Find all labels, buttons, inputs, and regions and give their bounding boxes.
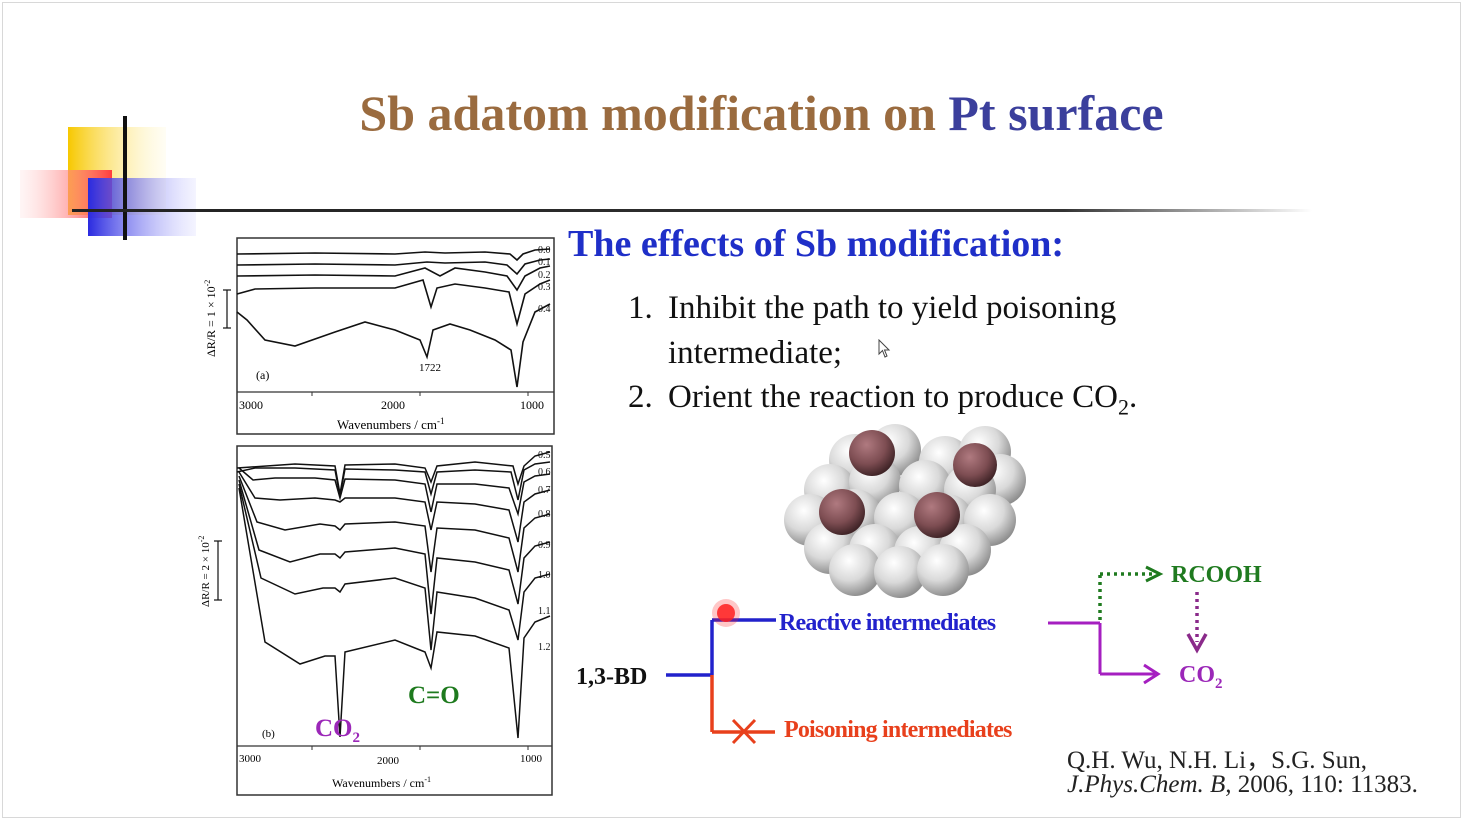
panel-a-ylabel-exp: -2 — [203, 280, 212, 287]
co2-product-sub: 2 — [1215, 676, 1223, 692]
curve-label-a-2: 0.2 — [538, 270, 551, 281]
panel-b-ylabel-exp: -2 — [197, 536, 206, 543]
blue-pathway — [666, 618, 776, 677]
sb-adatoms — [819, 430, 997, 538]
annotation-co2-text: CO — [315, 715, 353, 742]
item-2-end: . — [1128, 379, 1138, 415]
curve-label-b-3: 0.8 — [538, 509, 551, 520]
red-dot-marker-icon — [717, 604, 735, 622]
panel-b-xlabel-exp: -1 — [424, 775, 431, 784]
panel-b-ylabel-text: ΔR/R = 2 × 10 — [200, 542, 212, 607]
panel-a-xtick-1000: 1000 — [520, 398, 544, 412]
panel-a-scale-bar — [223, 289, 231, 329]
effect-item-2: 2. Orient the reaction to produce CO2. — [628, 379, 1137, 421]
panel-a-curves — [236, 248, 551, 388]
annotation-co: C=O — [408, 682, 460, 709]
panel-b-frame — [236, 445, 553, 796]
panel-b-curves — [236, 451, 551, 739]
curve-label-b-2: 0.7 — [538, 485, 551, 496]
reaction-pathway-scheme: 1,3-BD Reactive intermediates Poisoning … — [576, 562, 1262, 745]
slide-title: Sb adatom modification on Pt surface — [0, 84, 1463, 142]
curve-label-a-3: 0.3 — [538, 282, 551, 293]
curve-label-b-1: 0.6 — [538, 467, 551, 478]
panel-b-xtick-3000: 3000 — [239, 753, 262, 765]
reference-citation: J.Phys.Chem. B, 2006, 110: 11383. — [1067, 771, 1418, 799]
reactive-intermediates-label: Reactive intermediates — [779, 610, 996, 636]
cross-mark-icon — [731, 718, 757, 745]
purple-dotted-arrow — [1186, 592, 1208, 654]
poisoning-intermediates-label: Poisoning intermediates — [784, 717, 1012, 743]
panel-a-label: (a) — [256, 368, 269, 382]
panel-a-xtick-3000: 3000 — [239, 398, 263, 412]
panel-b-xtick-2000: 2000 — [377, 755, 400, 767]
panel-b-scale-bar — [214, 540, 222, 601]
panel-b-xlabel-text: Wavenumbers / cm — [332, 776, 425, 790]
panel-a-ylabel: ΔR/R = 1 × 10-2 — [203, 280, 218, 357]
panel-b-xlabel: Wavenumbers / cm-1 — [332, 775, 431, 790]
panel-b-curve-labels: 0.5 0.6 0.7 0.8 0.9 1.0 1.1 1.2 — [538, 450, 551, 653]
item-2-number: 2. — [628, 379, 653, 415]
curve-label-a-0: 0.0 — [538, 245, 551, 256]
pt-atoms — [784, 424, 1026, 598]
reactant-label: 1,3-BD — [576, 664, 647, 690]
effects-heading: The effects of Sb modification: — [568, 223, 1065, 265]
rcooh-label: RCOOH — [1171, 562, 1262, 588]
item-2-subscript: 2 — [1117, 394, 1129, 420]
effect-item-1: 1. Inhibit the path to yield poisoning — [628, 290, 1116, 327]
co2-product-label: CO2 — [1179, 662, 1223, 692]
curve-label-a-4: 0.4 — [538, 304, 551, 315]
panel-a-frame — [236, 237, 555, 435]
panel-b-ylabel: ΔR/R = 2 × 10-2 — [197, 536, 212, 607]
curve-label-b-7: 1.2 — [538, 642, 551, 653]
curve-label-b-4: 0.9 — [538, 540, 551, 551]
curve-label-b-0: 0.5 — [538, 450, 551, 461]
panel-a-xlabel: Wavenumbers / cm-1 — [337, 416, 445, 432]
reference-volume: 2006, 110: 11383. — [1231, 771, 1418, 798]
panel-a-xlabel-text: Wavenumbers / cm — [337, 417, 437, 432]
panel-a-xlabel-exp: -1 — [437, 416, 445, 426]
title-part1: Sb adatom modification on — [359, 85, 936, 141]
ir-spectra-figure: 0.0 0.1 0.2 0.3 0.4 (a) 1722 3000 2000 1… — [197, 237, 555, 796]
curve-label-b-6: 1.1 — [538, 606, 551, 617]
green-dotted-pathway — [1098, 572, 1153, 620]
annotation-co2: CO2 — [315, 715, 360, 746]
mouse-pointer-icon — [878, 339, 891, 358]
curve-label-a-1: 0.1 — [538, 257, 551, 268]
reference-journal: J.Phys.Chem. B, — [1067, 771, 1232, 798]
title-part2: Pt surface — [948, 85, 1164, 141]
item-1-line1: Inhibit the path to yield poisoning — [668, 290, 1117, 326]
sb-pt-surface-model — [784, 424, 1026, 598]
item-2-text: Orient the reaction to produce CO — [668, 379, 1118, 415]
panel-a-curve-labels: 0.0 0.1 0.2 0.3 0.4 — [538, 245, 551, 315]
panel-a-xtick-2000: 2000 — [381, 398, 405, 412]
peak-label-1722: 1722 — [419, 362, 441, 374]
item-1-number: 1. — [628, 290, 653, 326]
panel-a-ylabel-text: ΔR/R = 1 × 10 — [204, 286, 218, 357]
red-pathway — [710, 675, 775, 734]
item-1-line2: intermediate; — [668, 335, 843, 371]
purple-pathway — [1048, 621, 1161, 685]
slide-corner-decoration — [20, 116, 1312, 240]
co2-product-text: CO — [1179, 662, 1215, 688]
panel-b-xtick-1000: 1000 — [520, 753, 543, 765]
annotation-co2-sub: 2 — [353, 730, 361, 746]
panel-b-label: (b) — [262, 728, 275, 740]
curve-label-b-5: 1.0 — [538, 570, 551, 581]
reference-authors: Q.H. Wu, N.H. Li，S.G. Sun, — [1067, 747, 1367, 774]
